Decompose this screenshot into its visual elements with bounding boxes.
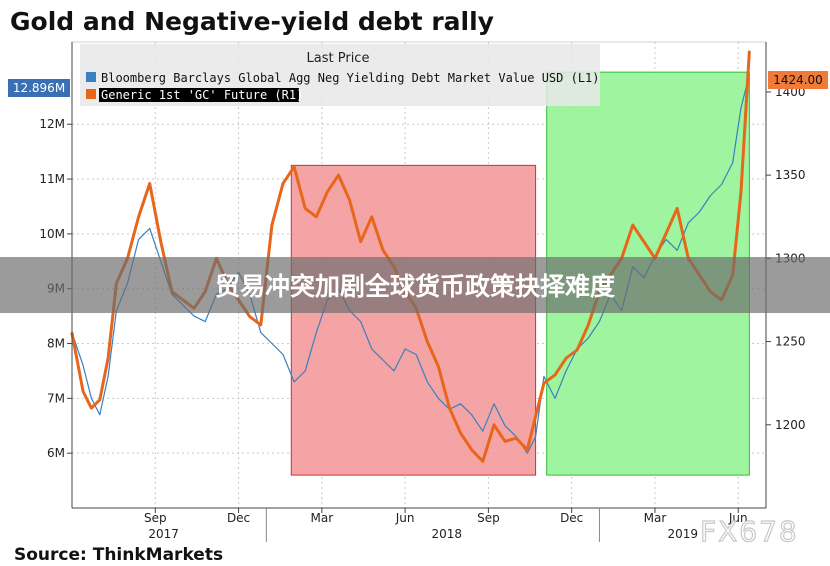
tick-label-x: Sep [144, 511, 167, 525]
banner-text: 贸易冲突加剧全球货币政策抉择难度 [215, 272, 615, 301]
legend: Last Price Bloomberg Barclays Global Agg… [80, 44, 600, 106]
tick-label-left: 10M [39, 227, 65, 241]
tick-label-right: 1350 [775, 168, 806, 182]
tick-label-x: Dec [560, 511, 583, 525]
tick-label-right: 1250 [775, 335, 806, 349]
source-note: Source: ThinkMarkets [14, 545, 223, 565]
axes: 6M7M8M9M10M11M12M12001250130013501400Sep… [39, 42, 806, 542]
shaded-region-red [290, 164, 537, 476]
tick-label-x: Mar [644, 511, 667, 525]
legend-entry-gold-highlight [99, 88, 299, 102]
debt-last-value: 12.896M [13, 81, 65, 95]
year-label: 2017 [148, 527, 179, 541]
gold-badge-bg [768, 71, 828, 89]
chart-title: Gold and Negative-yield debt rally [10, 7, 494, 36]
gold-last-value: 1424.00 [773, 73, 823, 87]
tick-label-left: 6M [47, 446, 65, 460]
tick-label-x: Dec [227, 511, 250, 525]
tick-label-x: Jun [728, 511, 748, 525]
banner-overlay [0, 257, 830, 313]
tick-label-x: Mar [311, 511, 334, 525]
watermark-logo: FX678 [700, 515, 799, 548]
debt-badge-bg [8, 79, 70, 97]
tick-label-left: 8M [47, 337, 65, 351]
legend-header: Last Price [307, 51, 370, 66]
legend-swatch-gold [86, 89, 96, 99]
legend-entry-debt: Bloomberg Barclays Global Agg Neg Yieldi… [101, 71, 600, 85]
tick-label-left: 12M [39, 117, 65, 131]
year-label: 2018 [431, 527, 462, 541]
tick-label-left: 11M [39, 172, 65, 186]
legend-entry-gold: Generic 1st 'GC' Future (R1) [101, 88, 303, 102]
tick-label-left: 7M [47, 391, 65, 405]
year-label: 2019 [667, 527, 698, 541]
last-value-badge-debt: 12.896M [8, 79, 70, 97]
tick-label-x: Jun [395, 511, 415, 525]
tick-label-x: Sep [477, 511, 500, 525]
legend-swatch-debt [86, 72, 96, 82]
last-value-badge-gold: 1424.00 [768, 71, 828, 89]
tick-label-right: 1200 [775, 418, 806, 432]
